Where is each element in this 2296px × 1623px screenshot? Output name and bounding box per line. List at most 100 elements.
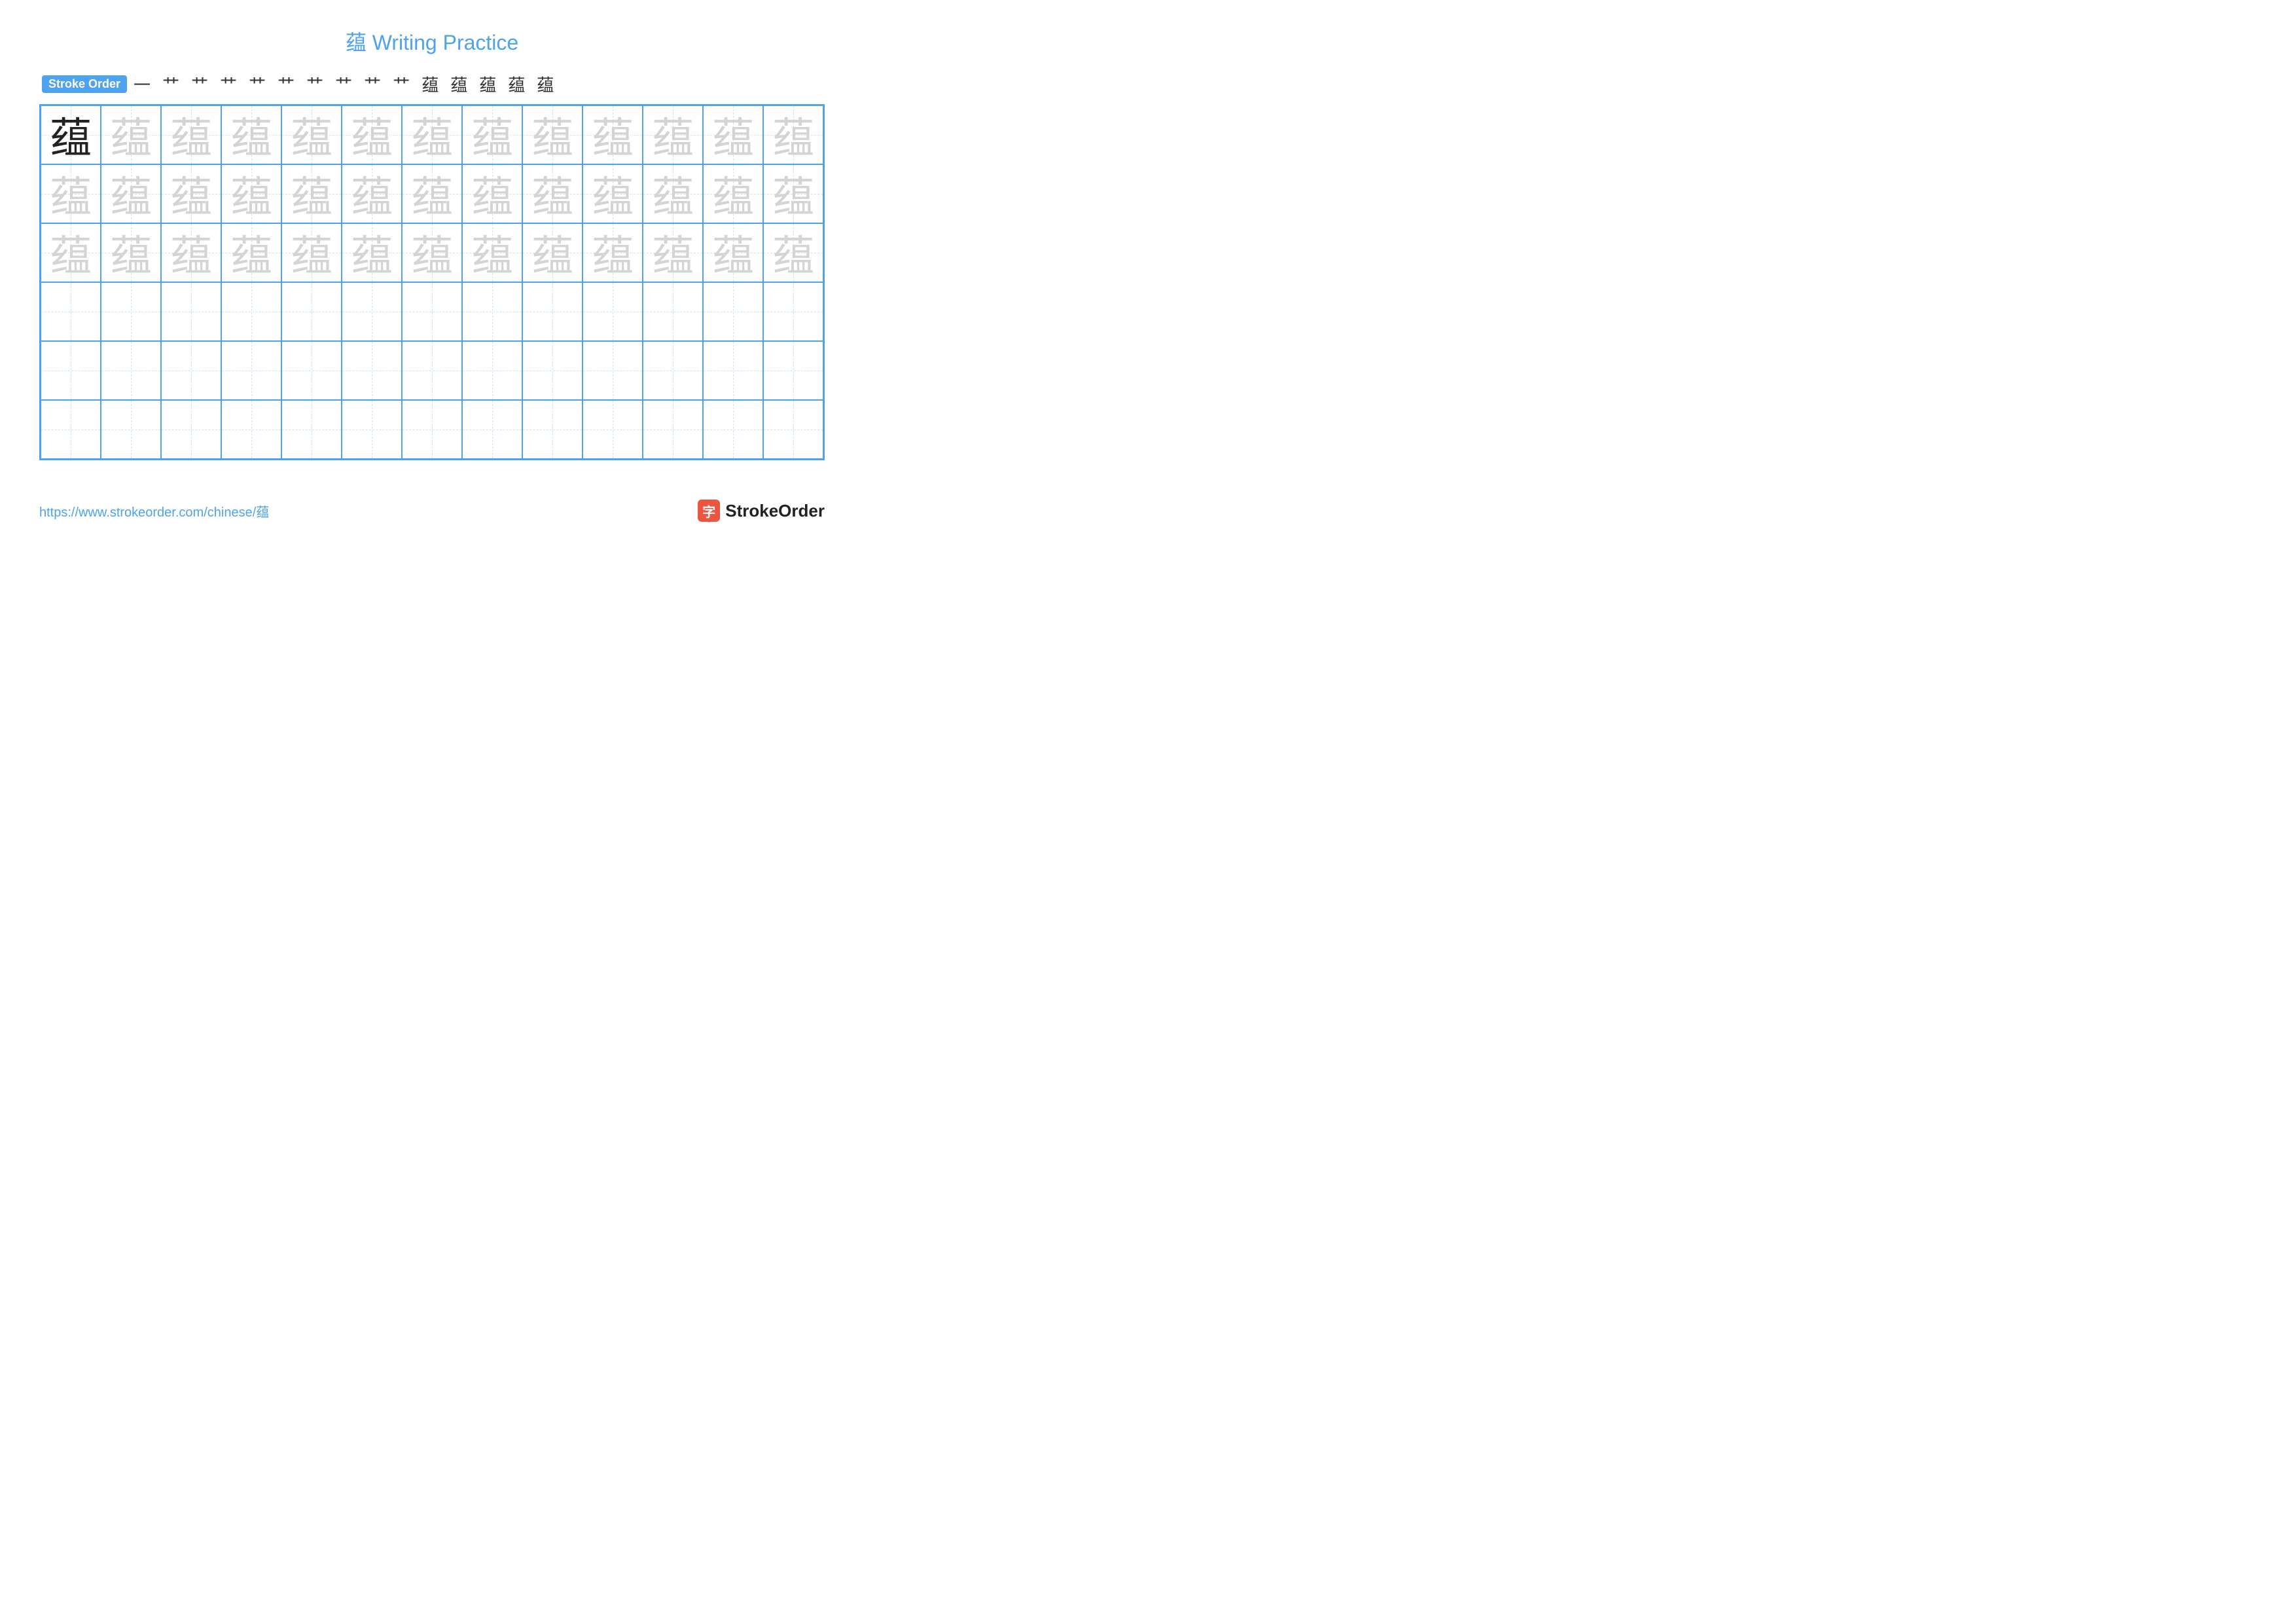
practice-cell — [161, 341, 221, 400]
practice-cell — [402, 282, 462, 341]
practice-cell: 蕴 — [583, 105, 643, 164]
practice-cell — [281, 341, 342, 400]
practice-cell — [101, 341, 161, 400]
practice-cell — [101, 282, 161, 341]
practice-cell: 蕴 — [161, 223, 221, 282]
practice-cell: 蕴 — [101, 223, 161, 282]
practice-cell — [763, 341, 823, 400]
practice-cell — [522, 282, 583, 341]
practice-cell: 蕴 — [402, 164, 462, 223]
brand-name: StrokeOrder — [725, 501, 825, 521]
stroke-step: 蕴 — [479, 72, 496, 96]
practice-cell: 蕴 — [342, 105, 402, 164]
practice-cell: 蕴 — [402, 105, 462, 164]
stroke-step: 一 — [134, 72, 151, 96]
practice-cell — [221, 282, 281, 341]
stroke-step: 蕴 — [537, 72, 554, 96]
practice-cell: 蕴 — [101, 105, 161, 164]
practice-cell: 蕴 — [462, 164, 522, 223]
practice-cell — [763, 400, 823, 459]
stroke-step: 艹 — [306, 72, 323, 96]
practice-cell: 蕴 — [763, 223, 823, 282]
practice-cell: 蕴 — [342, 223, 402, 282]
practice-cell — [342, 341, 402, 400]
practice-cell: 蕴 — [643, 164, 703, 223]
practice-cell: 蕴 — [763, 105, 823, 164]
stroke-step: 艹 — [162, 72, 179, 96]
practice-cell: 蕴 — [583, 164, 643, 223]
practice-cell: 蕴 — [281, 164, 342, 223]
practice-cell: 蕴 — [41, 223, 101, 282]
practice-cell — [41, 400, 101, 459]
practice-cell: 蕴 — [462, 105, 522, 164]
practice-cell — [462, 341, 522, 400]
practice-cell: 蕴 — [522, 105, 583, 164]
page-title: 蕴 Writing Practice — [39, 26, 825, 56]
practice-cell — [643, 341, 703, 400]
stroke-order-label: Stroke Order — [42, 75, 127, 93]
practice-cell — [41, 282, 101, 341]
practice-cell — [522, 400, 583, 459]
practice-cell — [583, 400, 643, 459]
brand-logo: 字 StrokeOrder — [698, 500, 825, 522]
practice-cell: 蕴 — [221, 223, 281, 282]
practice-cell — [703, 400, 763, 459]
practice-cell: 蕴 — [161, 164, 221, 223]
stroke-step: 蕴 — [450, 72, 467, 96]
practice-cell: 蕴 — [402, 223, 462, 282]
practice-cell: 蕴 — [161, 105, 221, 164]
practice-cell — [402, 341, 462, 400]
stroke-step: 艹 — [335, 72, 352, 96]
practice-cell — [281, 400, 342, 459]
practice-cell — [703, 341, 763, 400]
practice-cell — [101, 400, 161, 459]
practice-cell: 蕴 — [41, 164, 101, 223]
practice-cell: 蕴 — [522, 164, 583, 223]
practice-cell — [221, 341, 281, 400]
practice-cell: 蕴 — [281, 223, 342, 282]
practice-cell — [342, 282, 402, 341]
practice-cell: 蕴 — [583, 223, 643, 282]
practice-cell — [703, 282, 763, 341]
model-character-cell: 蕴 — [41, 105, 101, 164]
practice-cell — [462, 282, 522, 341]
stroke-step: 艹 — [249, 72, 266, 96]
stroke-step: 艹 — [393, 72, 410, 96]
practice-cell — [462, 400, 522, 459]
source-url[interactable]: https://www.strokeorder.com/chinese/蕴 — [39, 501, 269, 520]
practice-cell: 蕴 — [221, 164, 281, 223]
practice-cell — [763, 282, 823, 341]
practice-cell: 蕴 — [221, 105, 281, 164]
practice-cell — [342, 400, 402, 459]
stroke-step: 蕴 — [508, 72, 525, 96]
title-text: Writing Practice — [367, 31, 518, 54]
practice-cell — [402, 400, 462, 459]
brand-icon: 字 — [698, 500, 720, 522]
practice-cell — [41, 341, 101, 400]
stroke-order-section: Stroke Order 一艹艹艹艹艹艹艹艹艹蕴蕴蕴蕴蕴 — [39, 72, 825, 96]
practice-cell: 蕴 — [342, 164, 402, 223]
practice-cell: 蕴 — [281, 105, 342, 164]
stroke-step: 艹 — [278, 72, 295, 96]
practice-cell: 蕴 — [522, 223, 583, 282]
practice-cell: 蕴 — [763, 164, 823, 223]
practice-cell: 蕴 — [703, 105, 763, 164]
stroke-step: 艹 — [364, 72, 381, 96]
stroke-step: 蕴 — [422, 72, 439, 96]
practice-cell — [281, 282, 342, 341]
practice-cell — [522, 341, 583, 400]
title-char: 蕴 — [346, 31, 367, 54]
practice-cell — [161, 400, 221, 459]
practice-cell: 蕴 — [703, 164, 763, 223]
practice-cell — [161, 282, 221, 341]
practice-cell: 蕴 — [643, 105, 703, 164]
practice-cell — [643, 400, 703, 459]
practice-cell — [221, 400, 281, 459]
stroke-step: 艹 — [191, 72, 208, 96]
practice-cell: 蕴 — [703, 223, 763, 282]
practice-cell — [583, 282, 643, 341]
practice-grid: 蕴蕴蕴蕴蕴蕴蕴蕴蕴蕴蕴蕴蕴蕴蕴蕴蕴蕴蕴蕴蕴蕴蕴蕴蕴蕴蕴蕴蕴蕴蕴蕴蕴蕴蕴蕴蕴蕴蕴 — [39, 104, 825, 460]
stroke-step: 艹 — [220, 72, 237, 96]
practice-cell: 蕴 — [643, 223, 703, 282]
practice-cell: 蕴 — [101, 164, 161, 223]
